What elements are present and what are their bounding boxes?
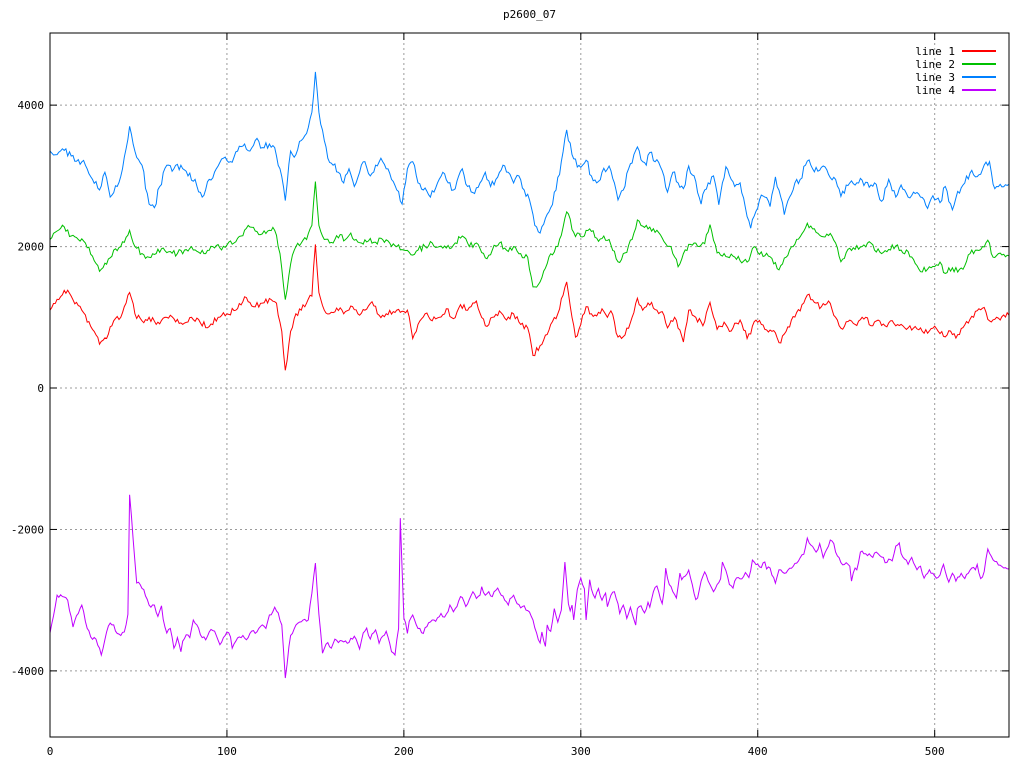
y-tick-label: 0 [37, 382, 44, 395]
chart-title: p2600_07 [503, 8, 556, 21]
x-tick-label: 0 [47, 745, 54, 758]
series-line-2 [49, 181, 1010, 300]
y-tick-label: -2000 [11, 523, 44, 536]
legend-label-line-3: line 3 [915, 71, 955, 84]
x-tick-label: 100 [217, 745, 237, 758]
legend-label-line-1: line 1 [915, 45, 955, 58]
y-tick-label: 2000 [18, 241, 45, 254]
x-tick-label: 200 [394, 745, 414, 758]
x-tick-label: 300 [571, 745, 591, 758]
series-line-3 [49, 71, 1010, 234]
legend-label-line-4: line 4 [915, 84, 955, 97]
legend-label-line-2: line 2 [915, 58, 955, 71]
y-tick-label: -4000 [11, 665, 44, 678]
series-line-4 [49, 494, 1010, 679]
x-tick-label: 500 [925, 745, 945, 758]
x-tick-label: 400 [748, 745, 768, 758]
y-tick-label: 4000 [18, 99, 45, 112]
plot-border [49, 32, 1010, 738]
series-line-1 [49, 244, 1010, 371]
